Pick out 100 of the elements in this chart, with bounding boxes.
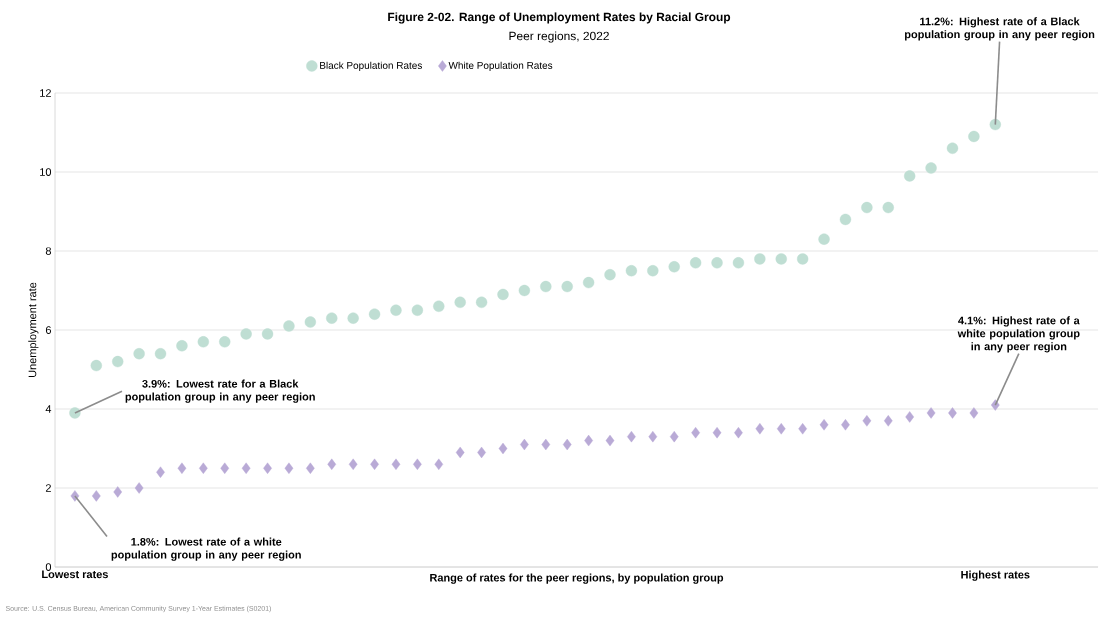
y-tick-label: 4 <box>45 405 52 413</box>
point <box>691 427 700 439</box>
point <box>434 458 444 470</box>
point <box>92 490 101 502</box>
point <box>990 399 1000 411</box>
y-tick-label: 12 <box>40 89 51 97</box>
y-tick-label: 6 <box>45 326 51 334</box>
point <box>582 276 595 289</box>
point <box>925 162 937 174</box>
point <box>154 348 167 360</box>
point <box>796 253 809 265</box>
x-tick-label: Highest rates <box>961 570 1030 581</box>
point <box>968 130 980 143</box>
point <box>862 415 872 427</box>
point <box>498 442 508 455</box>
point <box>433 300 445 312</box>
point <box>327 458 337 470</box>
point <box>411 304 424 316</box>
point <box>648 430 658 443</box>
point <box>540 280 552 293</box>
point <box>668 261 680 273</box>
point <box>348 458 358 470</box>
point <box>839 213 852 226</box>
point <box>689 257 702 269</box>
point <box>475 296 488 309</box>
point <box>261 328 274 340</box>
point <box>948 407 957 419</box>
point <box>390 304 402 316</box>
point <box>775 253 787 265</box>
point <box>882 201 894 214</box>
y-tick-label: 8 <box>45 247 51 255</box>
point <box>176 340 188 352</box>
point <box>133 348 145 360</box>
point <box>134 482 144 494</box>
point <box>861 201 873 214</box>
point <box>219 336 231 348</box>
point <box>263 462 272 474</box>
point <box>754 253 766 265</box>
point <box>734 427 743 439</box>
point <box>605 434 615 447</box>
x-tick-label: Lowest rates <box>42 570 108 579</box>
point <box>347 312 359 324</box>
point <box>391 458 401 470</box>
point <box>306 462 315 474</box>
x-axis-title: Range of rates for the peer regions, by population group <box>430 573 724 584</box>
point <box>518 284 531 297</box>
annotation: 4.1%: Highest rate of a white population group in any peer region <box>957 316 1080 353</box>
point <box>732 257 745 269</box>
point <box>326 312 338 324</box>
point <box>304 316 317 328</box>
point <box>711 257 723 269</box>
point <box>413 458 422 470</box>
point <box>156 466 165 478</box>
point <box>455 446 465 459</box>
y-tick-label: 10 <box>40 168 52 176</box>
y-tick-label: 2 <box>45 484 51 492</box>
point <box>370 458 379 470</box>
point <box>241 462 251 474</box>
point <box>284 462 294 474</box>
point <box>926 407 936 419</box>
annotation: 1.8%: Lowest rate of a white population group in any peer region <box>111 537 301 561</box>
point <box>454 296 466 309</box>
point <box>113 486 123 498</box>
annotation: 3.9%: Lowest rate for a Black population group in any peer region <box>125 379 315 403</box>
point <box>969 407 979 419</box>
annotation: 11.2%: Highest rate of a Black population group in any peer region <box>905 17 1095 41</box>
point <box>776 423 786 435</box>
point <box>604 269 616 281</box>
point <box>112 355 124 368</box>
point <box>819 419 829 431</box>
point <box>841 419 850 431</box>
point <box>883 415 893 427</box>
point <box>368 308 381 320</box>
y-axis-title: Unemployment rate <box>28 282 39 377</box>
point <box>177 462 187 474</box>
point <box>625 265 638 277</box>
point <box>712 427 722 439</box>
chart-subtitle: Peer regions, 2022 <box>509 31 609 43</box>
point <box>946 142 959 154</box>
point <box>220 462 230 474</box>
point <box>905 411 914 423</box>
point <box>755 423 765 435</box>
chart-title: Figure 2-02. Range of Unemployment Rates by Racial Group <box>388 12 731 24</box>
y-tick-label: 0 <box>45 563 52 571</box>
point <box>283 320 295 332</box>
point <box>90 359 102 372</box>
point <box>240 328 252 340</box>
point <box>818 233 830 245</box>
point <box>199 462 208 474</box>
point <box>541 438 551 451</box>
point <box>989 118 1001 131</box>
legend-label: Black Population Rates <box>320 61 422 71</box>
point <box>562 438 572 451</box>
point <box>669 430 679 443</box>
point <box>497 288 509 301</box>
legend-label: White Population Rates <box>448 61 553 71</box>
point <box>197 336 210 348</box>
point <box>561 280 573 293</box>
point <box>904 170 916 182</box>
point <box>647 265 659 277</box>
